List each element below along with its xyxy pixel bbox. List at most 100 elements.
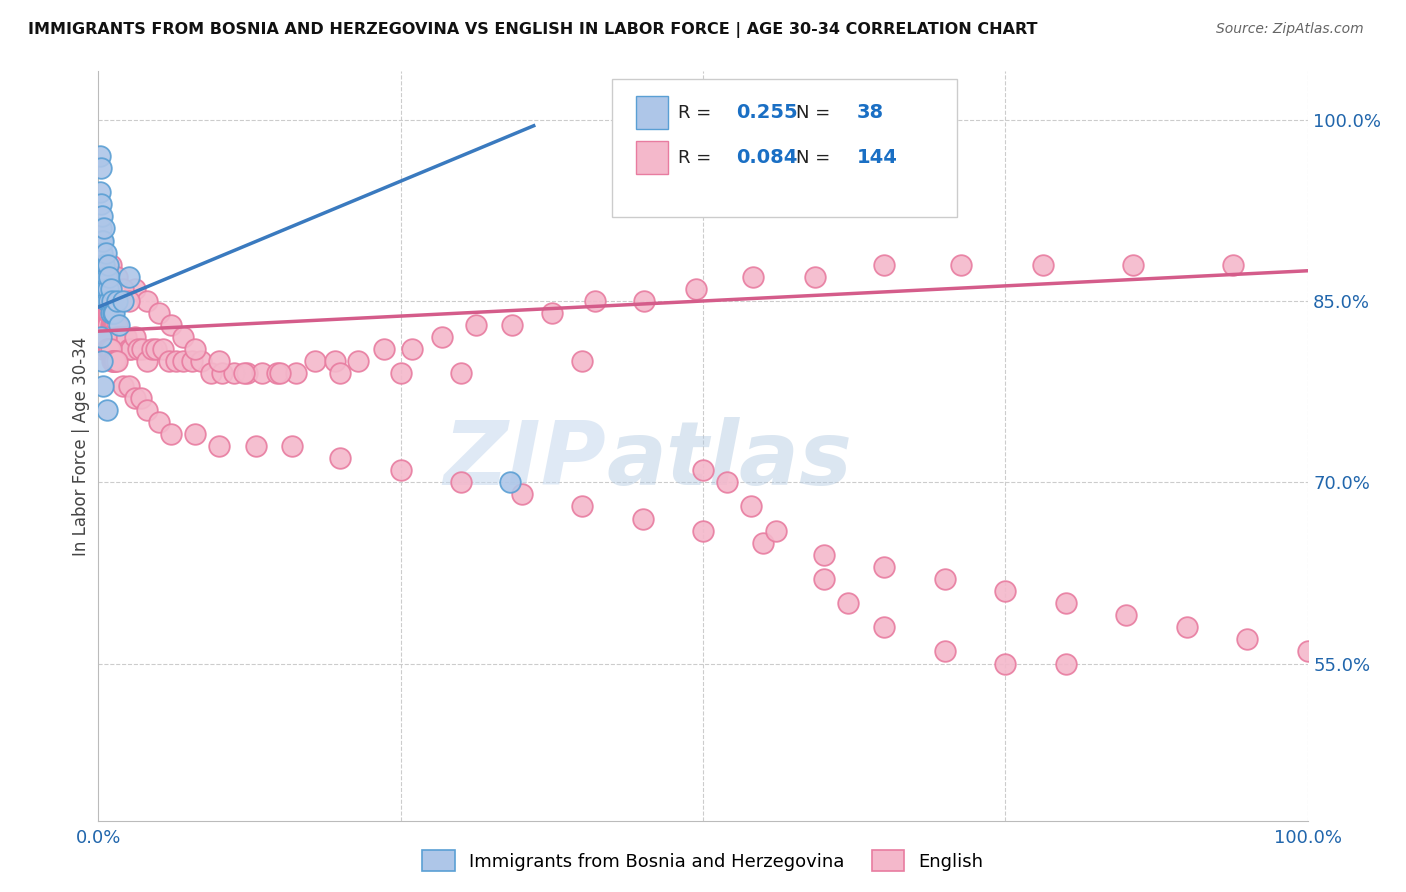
Point [284,367,307,381]
Point [91,234,114,248]
Point [250,367,273,381]
Point [100,306,122,320]
Point [141,343,163,357]
Point [103,354,125,368]
Point [103,306,125,320]
Point [96,402,118,417]
Point [91,210,114,224]
Point [1122,258,1144,272]
Text: 0.255: 0.255 [735,103,797,122]
Point [91,330,114,344]
Point [96,269,118,284]
Point [325,354,347,368]
Point [90,306,112,320]
Point [172,330,194,344]
Point [100,318,122,333]
Point [692,463,714,477]
Point [94,245,117,260]
Point [124,282,146,296]
Point [100,330,122,344]
Point [208,354,231,368]
Text: N =: N = [796,103,837,121]
Point [105,330,128,344]
Point [450,475,472,490]
Point [1236,632,1258,647]
Point [685,282,707,296]
Point [100,293,122,308]
Point [813,572,835,586]
Point [97,343,120,357]
Point [101,330,124,344]
Point [96,343,118,357]
Point [232,367,254,381]
Point [93,330,115,344]
Point [93,258,115,272]
Point [89,149,111,163]
Point [100,258,122,272]
Point [111,293,134,308]
Point [1222,258,1244,272]
Point [389,463,412,477]
Point [105,318,128,333]
Point [91,245,114,260]
Point [94,282,117,296]
Point [498,475,520,490]
Point [135,354,157,368]
Point [96,306,118,320]
Point [266,367,288,381]
Point [90,197,112,211]
Point [211,367,233,381]
Point [329,367,352,381]
Point [190,354,212,368]
Point [245,439,267,453]
Point [110,330,132,344]
Point [97,258,120,272]
Point [93,293,115,308]
Point [172,354,194,368]
Point [1115,608,1137,623]
Point [281,439,304,453]
Point [101,306,124,320]
Text: ZIP: ZIP [443,417,606,505]
Point [98,269,121,284]
Point [994,584,1017,599]
Point [90,330,112,344]
Point [89,318,111,333]
Point [111,282,134,296]
Point [994,657,1017,671]
Point [103,330,125,344]
Point [236,367,259,381]
Point [100,318,122,333]
Point [90,221,112,235]
Point [91,258,114,272]
Point [91,258,114,272]
Point [135,402,157,417]
Point [127,343,149,357]
Point [222,367,245,381]
Point [90,293,112,308]
Point [148,415,170,429]
Point [105,293,128,308]
Point [112,330,135,344]
Point [96,318,118,333]
Point [94,330,117,344]
Point [373,343,395,357]
Point [104,354,127,368]
Point [571,500,593,514]
Point [464,318,486,333]
FancyBboxPatch shape [613,78,957,218]
Point [716,475,738,490]
Point [135,293,157,308]
Point [949,258,972,272]
Point [120,343,142,357]
Point [401,343,423,357]
Point [160,318,183,333]
Point [91,234,114,248]
Point [94,306,117,320]
Point [184,426,207,441]
Point [103,318,125,333]
Point [1054,657,1077,671]
Point [633,293,655,308]
Point [89,185,111,199]
Point [873,620,896,634]
